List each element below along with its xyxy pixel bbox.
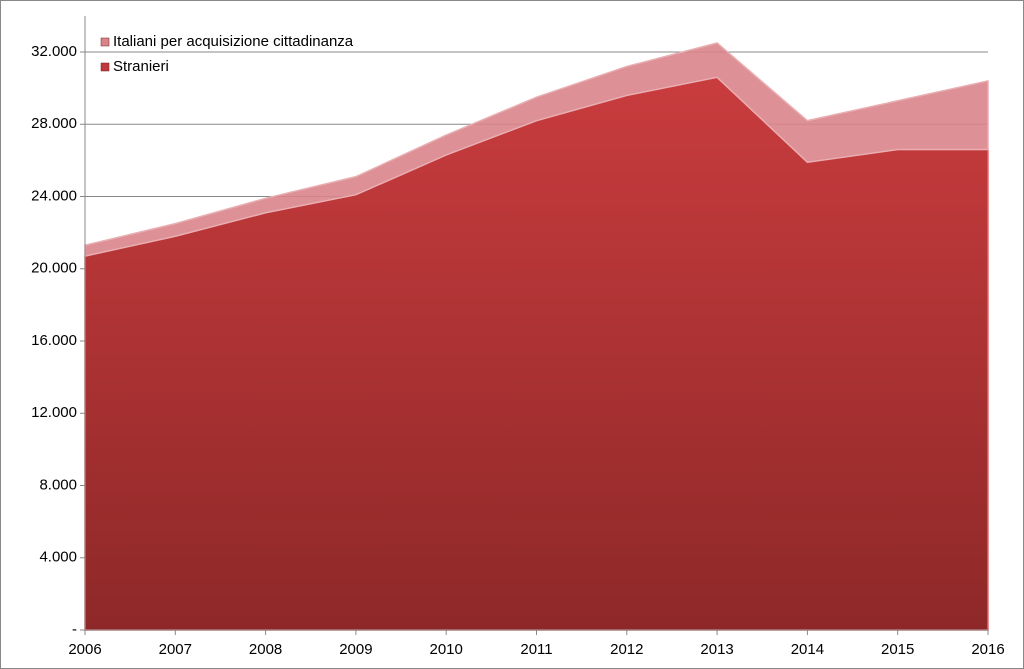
x-tick-label: 2012: [610, 641, 643, 658]
area: [84, 42, 989, 258]
y-tick-label: 20.000: [31, 260, 77, 277]
y-tick-label: 8.000: [39, 476, 77, 493]
y-tick-label: 28.000: [31, 115, 77, 132]
x-tick-label: 2015: [881, 641, 914, 658]
x-tick-label: 2016: [971, 641, 1004, 658]
y-tick-label: 32.000: [31, 43, 77, 60]
x-tick-label: 2009: [339, 641, 372, 658]
legend-swatch: [100, 62, 110, 72]
y-tick-label: 4.000: [39, 549, 77, 566]
legend-swatch: [100, 37, 110, 47]
x-tick-label: 2006: [68, 641, 101, 658]
x-tick-label: 2008: [249, 641, 282, 658]
legend-label: Stranieri: [113, 58, 169, 75]
x-tick-label: 2013: [700, 641, 733, 658]
x-tick-label: 2014: [791, 641, 824, 658]
y-tick-label: 12.000: [31, 404, 77, 421]
x-tick-label: 2011: [520, 641, 552, 658]
x-tick-label: 2010: [430, 641, 463, 658]
legend-label: Italiani per acquisizione cittadinanza: [113, 33, 354, 50]
y-tick-label: 16.000: [31, 332, 77, 349]
y-tick-label: 24.000: [31, 187, 77, 204]
y-tick-label: -: [72, 621, 77, 638]
x-tick-label: 2007: [159, 641, 192, 658]
